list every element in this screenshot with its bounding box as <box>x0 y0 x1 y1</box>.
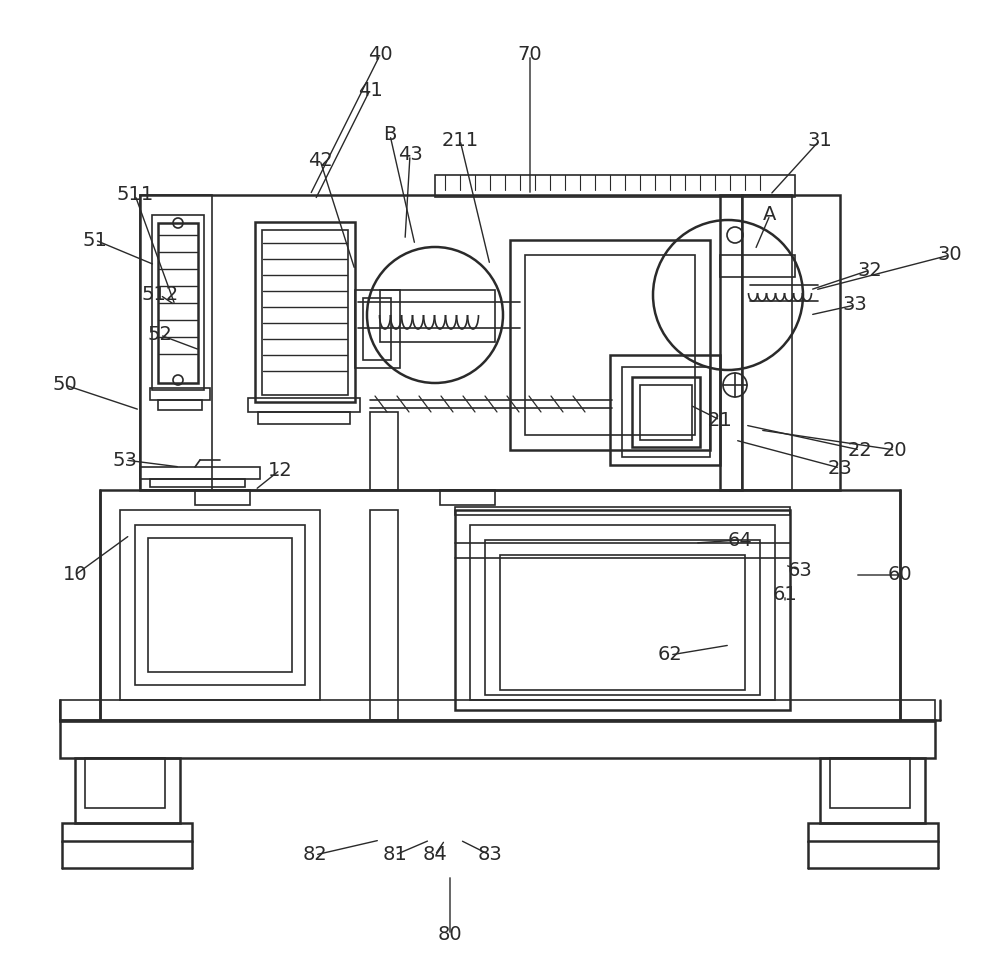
Text: 30: 30 <box>938 245 962 264</box>
Text: 31: 31 <box>808 130 832 150</box>
Text: 84: 84 <box>423 845 447 865</box>
Bar <box>100 490 900 720</box>
Bar <box>632 377 700 447</box>
Bar <box>525 255 695 435</box>
Bar <box>610 355 720 465</box>
Bar <box>808 823 938 841</box>
Text: 61: 61 <box>773 586 797 604</box>
Bar <box>435 175 795 197</box>
Text: 62: 62 <box>658 646 682 665</box>
Text: 83: 83 <box>478 845 502 865</box>
Text: 10: 10 <box>63 565 87 585</box>
Bar <box>195 490 250 505</box>
Bar <box>140 195 840 490</box>
Text: 60: 60 <box>888 565 912 585</box>
Text: 32: 32 <box>858 261 882 280</box>
Bar <box>85 758 165 808</box>
Text: 81: 81 <box>383 845 407 865</box>
Bar <box>440 490 495 505</box>
Text: 40: 40 <box>368 45 392 65</box>
Bar <box>148 538 292 672</box>
Text: 80: 80 <box>438 925 462 945</box>
Text: 50: 50 <box>53 375 77 395</box>
Bar <box>60 720 935 758</box>
Bar <box>258 412 350 424</box>
Bar <box>60 700 935 722</box>
Text: 22: 22 <box>848 440 872 459</box>
Bar <box>158 223 198 383</box>
Bar <box>510 240 710 450</box>
Text: 51: 51 <box>83 231 107 250</box>
Text: 53: 53 <box>113 451 137 470</box>
Text: A: A <box>763 206 777 225</box>
Text: 512: 512 <box>141 286 179 305</box>
Bar <box>255 222 355 402</box>
Bar <box>830 758 910 808</box>
Bar <box>140 195 212 490</box>
Bar <box>622 367 710 457</box>
Text: 70: 70 <box>518 45 542 65</box>
Bar <box>455 510 790 710</box>
Text: 41: 41 <box>358 80 382 99</box>
Bar <box>120 510 320 700</box>
Bar <box>370 510 398 720</box>
Bar <box>455 507 790 515</box>
Bar <box>720 255 795 277</box>
Text: 82: 82 <box>303 845 327 865</box>
Text: 64: 64 <box>728 531 752 549</box>
Bar <box>363 298 391 360</box>
Bar <box>135 525 305 685</box>
Text: 23: 23 <box>828 458 852 478</box>
Text: 63: 63 <box>788 561 812 580</box>
Bar <box>485 540 760 695</box>
Bar <box>248 398 360 412</box>
Text: 42: 42 <box>308 151 332 170</box>
Text: 511: 511 <box>116 185 154 205</box>
Bar <box>470 525 775 700</box>
Bar <box>140 467 260 479</box>
Text: 211: 211 <box>441 130 479 150</box>
Text: 43: 43 <box>398 146 422 164</box>
Text: 21: 21 <box>708 410 732 429</box>
Bar <box>500 555 745 690</box>
Bar <box>640 385 692 440</box>
Text: 12: 12 <box>268 460 292 480</box>
Bar <box>380 290 495 342</box>
Bar <box>152 215 204 390</box>
Bar <box>75 758 180 823</box>
Bar <box>62 823 192 841</box>
Text: 33: 33 <box>843 295 867 315</box>
Bar <box>355 290 400 368</box>
Text: 20: 20 <box>883 440 907 459</box>
Bar <box>262 230 348 395</box>
Bar <box>158 400 202 410</box>
Bar <box>720 195 742 490</box>
Bar <box>742 195 792 490</box>
Bar <box>370 412 398 490</box>
Text: 52: 52 <box>148 325 172 345</box>
Bar <box>820 758 925 823</box>
Bar <box>150 388 210 400</box>
Bar <box>150 479 245 487</box>
Text: B: B <box>383 125 397 145</box>
